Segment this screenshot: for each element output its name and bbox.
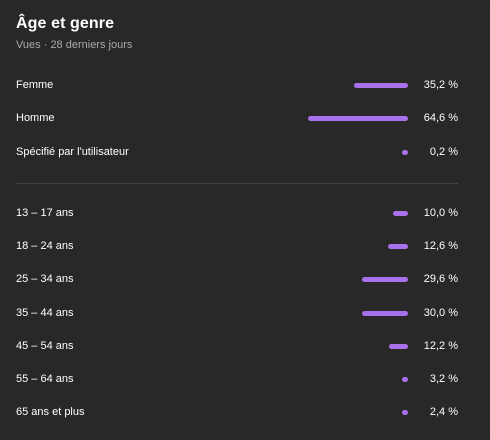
age-row: 65 ans et plus 2,4 % [16, 404, 458, 424]
card-title: Âge et genre [16, 15, 115, 32]
age-row: 55 – 64 ans 3,2 % [16, 371, 458, 391]
age-row-label: 35 – 44 ans [16, 306, 74, 319]
age-row-bar [389, 343, 408, 349]
age-row-bar [402, 377, 408, 382]
gender-row-label: Spécifié par l'utilisateur [16, 145, 129, 158]
age-row-bar [392, 211, 408, 216]
gender-row-label: Homme [16, 112, 55, 125]
gender-row-value: 35,2 % [423, 79, 458, 91]
age-row-value: 12,2 % [423, 339, 458, 352]
gender-row: Homme 64,6 % [16, 110, 458, 130]
age-row: 18 – 24 ans 12,6 % [16, 238, 458, 258]
age-row-value: 12,6 % [423, 240, 458, 253]
age-row-bar [388, 244, 408, 250]
gender-row-value: 64,6 % [423, 112, 458, 125]
age-row-label: 18 – 24 ans [16, 240, 74, 253]
gender-row: Spécifié par l'utilisateur 0,2 % [16, 144, 458, 164]
gender-row: Femme 35,2 % [16, 77, 458, 97]
age-row-label: 25 – 34 ans [16, 273, 74, 286]
age-row-label: 65 ans et plus [16, 406, 85, 419]
age-row-bar [361, 310, 408, 316]
gender-row-bar [308, 116, 408, 122]
age-row-value: 30,0 % [423, 306, 458, 319]
age-row-value: 29,6 % [423, 273, 458, 286]
age-row: 45 – 54 ans 12,2 % [16, 338, 458, 358]
age-row-label: 45 – 54 ans [16, 339, 74, 352]
age-row-value: 3,2 % [429, 373, 458, 385]
age-row-value: 10,0 % [423, 207, 458, 219]
gender-row-bar [353, 83, 408, 88]
section-divider [16, 183, 458, 184]
age-row-bar [402, 410, 408, 416]
age-row: 25 – 34 ans 29,6 % [16, 271, 458, 291]
gender-row-label: Femme [16, 79, 54, 91]
gender-row-value: 0,2 % [429, 145, 458, 158]
age-row-label: 55 – 64 ans [16, 373, 74, 385]
age-row-bar [362, 277, 408, 283]
age-row-value: 2,4 % [429, 406, 458, 419]
age-row: 35 – 44 ans 30,0 % [16, 305, 458, 325]
card-subtitle: Vues · 28 derniers jours [16, 39, 133, 51]
age-row: 13 – 17 ans 10,0 % [16, 205, 458, 225]
age-row-label: 13 – 17 ans [16, 207, 74, 219]
gender-row-bar [402, 149, 408, 155]
